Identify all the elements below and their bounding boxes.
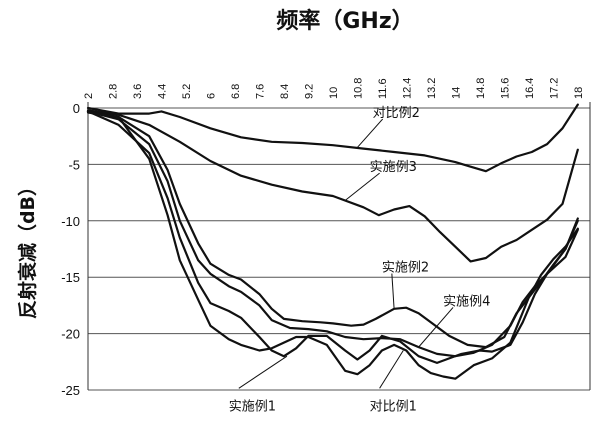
x-tick-label-16-4: 16.4 (524, 78, 536, 99)
series-line-5 (86, 110, 579, 364)
x-tick-label-14-8: 14.8 (475, 78, 487, 99)
chart-title: 频率（GHz） (276, 8, 413, 34)
y-tick-label--10: -10 (61, 214, 80, 229)
x-tick-label-18: 18 (573, 87, 585, 99)
x-tick-label-17-2: 17.2 (548, 78, 560, 99)
x-tick-label-15-6: 15.6 (499, 78, 511, 99)
x-tick-label-9-2: 9.2 (303, 84, 315, 99)
x-tick-label-4-4: 4.4 (156, 84, 168, 99)
series-line-6 (86, 111, 579, 380)
x-tick-label-8-4: 8.4 (279, 84, 291, 99)
gridlines (88, 107, 590, 391)
annotation-label-5: 实施例1 (229, 399, 276, 414)
annotation-label-2: 实施例3 (370, 160, 417, 175)
annotation-label-3: 实施例2 (382, 261, 429, 276)
annotation-label-4: 实施例4 (443, 294, 490, 309)
x-tick-label-10: 10 (328, 87, 340, 99)
x-tick-label-6-8: 6.8 (230, 84, 242, 99)
y-tick-label--20: -20 (61, 327, 80, 342)
axes (87, 102, 591, 390)
annotation-label-6: 对比例1 (370, 399, 417, 414)
y-tick-label--25: -25 (61, 383, 80, 398)
series-line-1 (86, 103, 579, 173)
x-tick-label-13-2: 13.2 (426, 78, 438, 99)
x-tick-label-5-2: 5.2 (181, 84, 193, 99)
y-axis-label: 反射衰减（dB） (16, 177, 39, 319)
y-tick-labels: 0 -5 -10 -15 -20 -25 (61, 101, 80, 398)
y-tick-label-0: 0 (73, 101, 80, 116)
y-tick-label--5: -5 (68, 157, 80, 172)
x-tick-label-7-6: 7.6 (254, 84, 266, 99)
annotation-leader-2 (344, 172, 380, 201)
x-tick-label-14: 14 (450, 87, 462, 99)
x-tick-label-12-4: 12.4 (401, 78, 413, 99)
x-tick-labels: 2 2.8 3.6 4.4 5.2 6 6.8 7.6 8.4 9.2 10 10.8 11.6 12.4… (83, 78, 585, 99)
series-annotations: 对比例2 实施例3 实施例2 实施例4 实施例1 对比例1 (229, 106, 491, 414)
x-tick-label-3-6: 3.6 (132, 84, 144, 99)
x-tick-label-11-6: 11.6 (377, 78, 389, 99)
annotation-leader-3 (391, 273, 395, 309)
y-tick-label--15: -15 (61, 270, 80, 285)
x-tick-label-2: 2 (83, 93, 95, 99)
x-tick-label-10-8: 10.8 (352, 78, 364, 99)
x-tick-label-6: 6 (205, 93, 217, 99)
series-line-4 (86, 110, 579, 358)
x-tick-label-2-8: 2.8 (107, 84, 119, 99)
annotation-leader-1 (356, 118, 384, 148)
annotation-leader-6 (379, 350, 404, 389)
series-line-3 (86, 110, 579, 349)
annotation-leader-4 (418, 307, 454, 348)
series-line-2 (86, 109, 579, 263)
annotation-leader-5 (238, 355, 288, 389)
series-lines (86, 103, 579, 380)
annotation-label-1: 对比例2 (373, 106, 420, 121)
